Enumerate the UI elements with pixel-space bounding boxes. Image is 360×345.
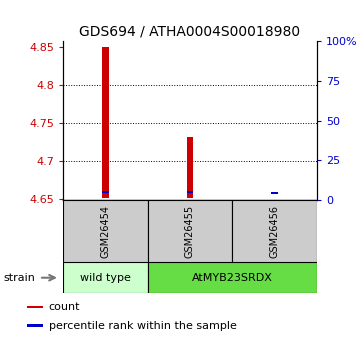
Bar bbox=[102, 191, 109, 193]
Bar bbox=[186, 137, 193, 198]
Text: GSM26455: GSM26455 bbox=[185, 205, 195, 258]
Text: wild type: wild type bbox=[80, 273, 131, 283]
Bar bbox=[271, 192, 278, 195]
Bar bbox=[102, 47, 109, 198]
Text: AtMYB23SRDX: AtMYB23SRDX bbox=[192, 273, 273, 283]
Bar bbox=[232, 200, 317, 262]
Bar bbox=[27, 324, 43, 327]
Text: percentile rank within the sample: percentile rank within the sample bbox=[49, 321, 237, 331]
Bar bbox=[63, 262, 148, 293]
Text: GSM26454: GSM26454 bbox=[100, 205, 110, 258]
Bar bbox=[148, 262, 317, 293]
Text: GSM26456: GSM26456 bbox=[270, 205, 279, 258]
Bar bbox=[186, 191, 193, 193]
Bar bbox=[63, 200, 148, 262]
Bar bbox=[148, 200, 232, 262]
Bar bbox=[27, 306, 43, 308]
Text: strain: strain bbox=[4, 273, 36, 283]
Title: GDS694 / ATHA0004S00018980: GDS694 / ATHA0004S00018980 bbox=[79, 25, 301, 39]
Text: count: count bbox=[49, 302, 80, 312]
